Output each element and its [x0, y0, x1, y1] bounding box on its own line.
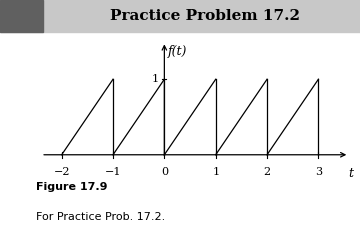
Text: 3: 3 [315, 167, 322, 177]
Text: Practice Problem 17.2: Practice Problem 17.2 [110, 9, 300, 23]
Text: 2: 2 [264, 167, 271, 177]
Text: 1: 1 [152, 74, 159, 84]
Text: 1: 1 [212, 167, 219, 177]
Text: t: t [348, 167, 353, 180]
Text: −1: −1 [105, 167, 121, 177]
Text: 0: 0 [161, 167, 168, 177]
Text: f(t): f(t) [167, 44, 187, 58]
Text: −2: −2 [53, 167, 70, 177]
Text: For Practice Prob. 17.2.: For Practice Prob. 17.2. [36, 212, 165, 222]
Text: Figure 17.9: Figure 17.9 [36, 182, 108, 192]
Bar [0, 0, 43, 32]
